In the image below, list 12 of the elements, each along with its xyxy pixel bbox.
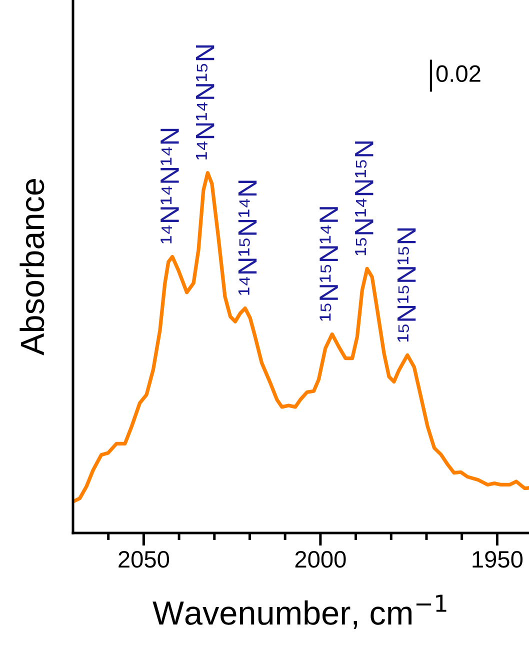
x-axis-title: Wavenumber, cm$^{−1}$ [152, 594, 446, 629]
annotation: ¹⁴N¹⁵N¹⁴N [238, 180, 257, 295]
text: 0.02 [436, 65, 480, 82]
annotation: ¹⁴N¹⁴N¹⁵N [196, 45, 214, 160]
annotation: ¹⁴N¹⁴N¹⁴N [160, 128, 179, 244]
annotation: ¹⁵N¹⁵N¹⁴N [320, 207, 338, 321]
x-tick-label: 2050 [118, 550, 170, 568]
x-tick-label: 1950 [472, 550, 523, 568]
annotation: ¹⁵N¹⁴N¹⁵N [355, 142, 374, 256]
x-tick-label: 2000 [295, 550, 346, 568]
y-axis-title: Absorbance [20, 179, 44, 356]
annotation: ¹⁵N¹⁵N¹⁵N [397, 228, 416, 342]
